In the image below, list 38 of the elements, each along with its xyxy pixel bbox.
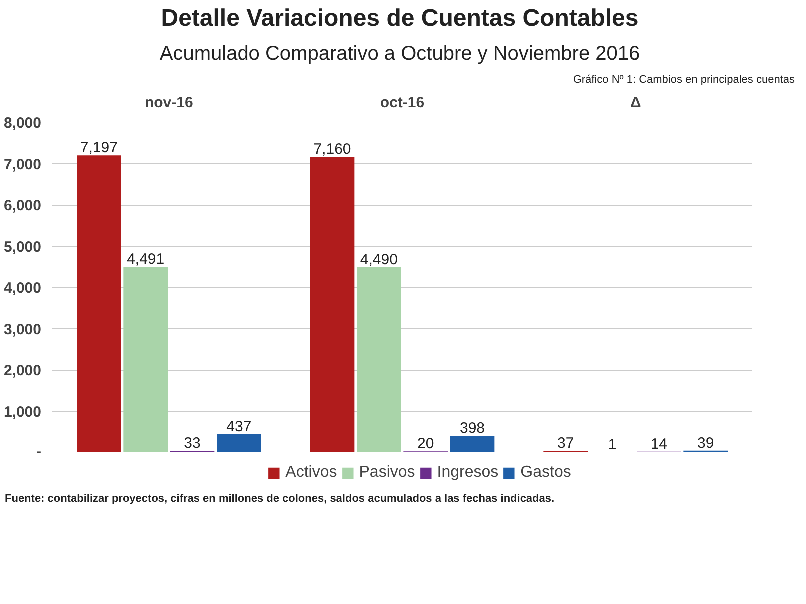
bar (357, 266, 402, 452)
source-note: Fuente: contabilizar proyectos, cifras en millones de colones, saldos acumulados a las fechas indicadas. (5, 492, 555, 507)
legend-label: Ingresos (437, 464, 499, 482)
legend-label: Gastos (520, 464, 572, 482)
bar (310, 156, 355, 452)
y-tick-label: 5,000 (4, 238, 42, 256)
y-tick-label: 6,000 (4, 197, 42, 214)
data-label: 437 (226, 418, 252, 436)
x-tick-label: oct-16 (380, 94, 425, 112)
data-label: 7,160 (314, 140, 352, 158)
chart-subtitle: Acumulado Comparativo a Octubre y Noviembre 2016 (160, 42, 640, 68)
y-tick-label: - (36, 443, 42, 460)
data-label: 1 (608, 436, 617, 454)
bar (450, 436, 495, 452)
data-label: 398 (460, 420, 486, 437)
legend-label: Pasivos (359, 464, 416, 482)
bar (77, 155, 122, 452)
y-tick-label: 2,000 (4, 362, 42, 380)
y-tick-label: 3,000 (4, 320, 42, 338)
x-tick-label: nov-16 (144, 94, 194, 112)
y-tick-label: 1,000 (4, 403, 42, 420)
chart-title: Detalle Variaciones de Cuentas Contables (161, 4, 639, 34)
data-label: 14 (650, 435, 668, 452)
text: Gráfico Nº 1: Cambios en principales cuentas (573, 72, 795, 88)
legend-label: Activos (286, 464, 338, 482)
data-label: 33 (184, 434, 201, 452)
data-label: 39 (697, 434, 714, 452)
bar (217, 434, 262, 452)
data-label: 20 (417, 435, 434, 452)
data-label: 4,490 (360, 250, 398, 268)
data-label: 7,197 (80, 139, 118, 156)
x-tick-label: Δ (630, 94, 642, 112)
y-tick-label: 7,000 (4, 156, 42, 173)
y-tick-label: 8,000 (4, 114, 42, 132)
bar (124, 266, 168, 452)
data-label: 4,491 (127, 250, 165, 268)
y-tick-label: 4,000 (4, 280, 42, 297)
data-label: 37 (557, 434, 574, 452)
